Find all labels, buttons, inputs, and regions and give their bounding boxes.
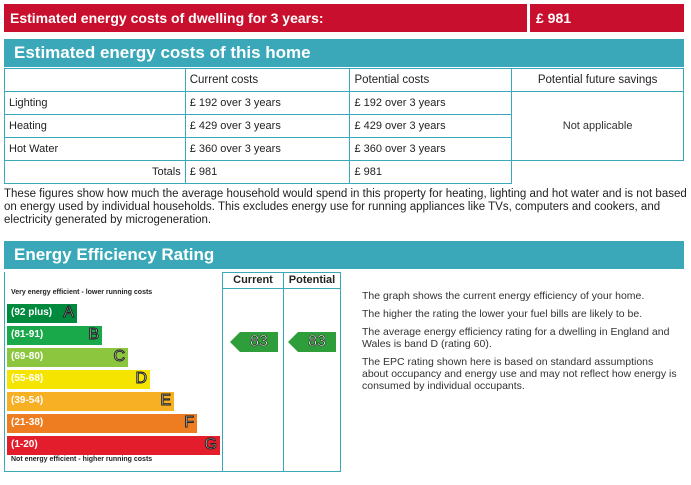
row-potential: £ 360 over 3 years bbox=[349, 137, 513, 161]
totals-label: Totals bbox=[4, 160, 186, 184]
savings-cell: Not applicable bbox=[511, 91, 684, 161]
frame-left bbox=[4, 272, 5, 472]
explanation-paragraph: The average energy efficiency rating for… bbox=[362, 326, 670, 350]
band-range: (81-91) bbox=[11, 329, 44, 340]
explanation-paragraph: The EPC rating shown here is based on st… bbox=[362, 356, 677, 392]
column-divider bbox=[222, 272, 223, 472]
table-row: Lighting £ 192 over 3 years £ 192 over 3… bbox=[4, 91, 684, 161]
table-header-cell bbox=[4, 68, 186, 92]
totals-potential: £ 981 bbox=[349, 160, 513, 184]
energy-cost-summary-bar: Estimated energy costs of dwelling for 3… bbox=[4, 4, 684, 32]
band-range: (55-68) bbox=[11, 373, 44, 384]
row-current: £ 192 over 3 years bbox=[184, 91, 351, 115]
row-potential: £ 192 over 3 years bbox=[349, 91, 513, 115]
band-d: (55-68) D bbox=[7, 370, 150, 389]
explanation-paragraph: The graph shows the current energy effic… bbox=[362, 290, 645, 302]
costs-section-title: Estimated energy costs of this home bbox=[4, 39, 684, 67]
band-letter: C bbox=[113, 348, 126, 366]
band-c: (69-80) C bbox=[7, 348, 128, 367]
empty-cell bbox=[511, 160, 684, 184]
band-range: (92 plus) bbox=[11, 307, 53, 318]
band-range: (21-38) bbox=[11, 417, 44, 428]
table-header-cell: Potential future savings bbox=[511, 68, 684, 92]
table-header-row: Current costs Potential costs Potential … bbox=[4, 68, 684, 92]
row-item: Heating bbox=[4, 114, 186, 138]
band-b: (81-91) B bbox=[7, 326, 102, 345]
column-divider bbox=[283, 272, 284, 472]
top-scale-label: Very energy efficient - lower running co… bbox=[11, 289, 153, 296]
row-item: Lighting bbox=[4, 91, 186, 115]
eer-section-title: Energy Efficiency Rating bbox=[4, 241, 684, 269]
column-divider bbox=[340, 272, 341, 472]
totals-row: Totals £ 981 £ 981 bbox=[4, 160, 684, 184]
band-e: (39-54) E bbox=[7, 392, 174, 411]
current-rating-arrow: 83 bbox=[230, 332, 278, 352]
band-letter: F bbox=[184, 414, 195, 432]
band-a: (92 plus) A bbox=[7, 304, 77, 323]
band-letter: B bbox=[88, 326, 100, 344]
band-g: (1-20) G bbox=[7, 436, 220, 455]
summary-label: Estimated energy costs of dwelling for 3… bbox=[4, 4, 527, 32]
summary-value: £ 981 bbox=[530, 4, 684, 32]
row-current: £ 429 over 3 years bbox=[184, 114, 351, 138]
rating-explanation: The graph shows the current energy effic… bbox=[362, 290, 682, 398]
frame-top bbox=[222, 272, 341, 273]
totals-current: £ 981 bbox=[184, 160, 351, 184]
table-row: Heating £ 429 over 3 years £ 429 over 3 … bbox=[4, 114, 684, 138]
band-letter: A bbox=[63, 304, 75, 322]
row-item: Hot Water bbox=[4, 137, 186, 161]
table-header-cell: Potential costs bbox=[349, 68, 513, 92]
potential-rating-arrow: 83 bbox=[288, 332, 336, 352]
potential-column-header: Potential bbox=[284, 272, 340, 289]
current-column-header: Current bbox=[223, 272, 283, 289]
band-range: (1-20) bbox=[11, 439, 38, 450]
table-row: Hot Water £ 360 over 3 years £ 360 over … bbox=[4, 137, 684, 161]
band-range: (69-80) bbox=[11, 351, 44, 362]
explanation-paragraph: The higher the rating the lower your fue… bbox=[362, 308, 643, 320]
energy-efficiency-chart: Current Potential Very energy efficient … bbox=[4, 272, 341, 472]
row-potential: £ 429 over 3 years bbox=[349, 114, 513, 138]
band-range: (39-54) bbox=[11, 395, 44, 406]
band-letter: E bbox=[160, 392, 172, 410]
costs-notes: These figures show how much the average … bbox=[4, 188, 687, 226]
row-current: £ 360 over 3 years bbox=[184, 137, 351, 161]
band-letter: G bbox=[204, 436, 217, 454]
energy-costs-table: Current costs Potential costs Potential … bbox=[4, 68, 684, 184]
table-header-cell: Current costs bbox=[184, 68, 351, 92]
frame-bottom bbox=[4, 471, 341, 472]
bottom-scale-label: Not energy efficient - higher running co… bbox=[11, 456, 153, 463]
band-f: (21-38) F bbox=[7, 414, 197, 433]
band-letter: D bbox=[135, 370, 148, 388]
